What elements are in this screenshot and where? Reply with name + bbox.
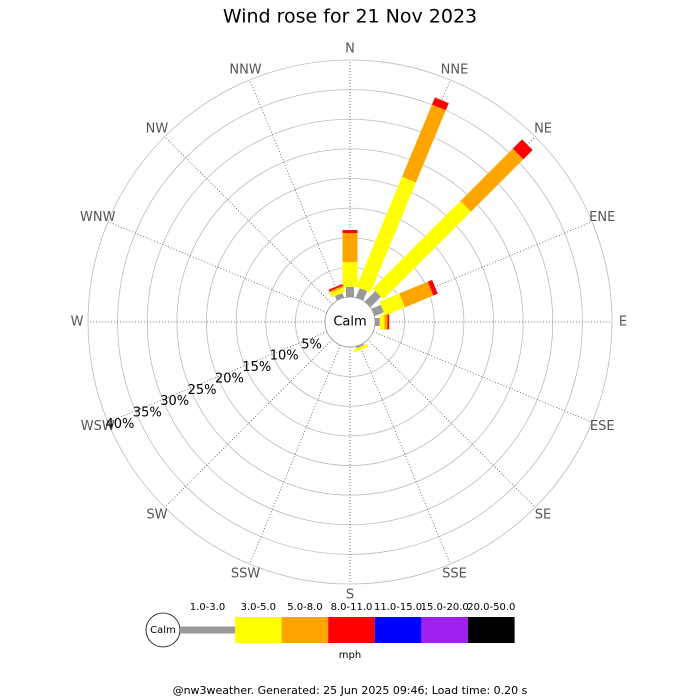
direction-label: WNW [80,210,116,225]
bar-segment [460,148,524,212]
spoke [164,136,333,305]
r-tick-label: 30% [160,394,189,409]
direction-label: W [71,315,84,330]
bar-segment [387,314,390,330]
direction-label: ENE [589,210,615,225]
bar-segment [353,343,369,353]
direction-label: NW [146,121,169,136]
bar-segment [375,318,380,326]
bar-segment [512,139,533,160]
spoke [372,331,593,423]
r-tick-label: 35% [133,405,162,420]
legend-label: 5.0-8.0 [287,602,322,613]
bar-segment [334,292,345,301]
legend-label: 3.0-5.0 [241,602,276,613]
r-tick-label: 25% [188,383,217,398]
direction-label: ESE [590,419,615,434]
spoke [367,339,536,508]
bar-segment [329,285,344,294]
r-tick-label: 40% [105,417,134,432]
legend-label: 8.0-11.0 [331,602,373,613]
spoke [164,339,333,508]
legend-label: 11.0-15.0 [374,602,422,613]
spoke [359,344,451,565]
direction-label: E [619,315,627,330]
direction-label: SW [146,508,167,523]
bar-segment [364,291,381,308]
bar-segment [431,97,449,111]
bar-segment [379,293,405,316]
bar-segment [329,287,346,298]
bar-segment [356,176,416,293]
calm-circle [324,296,376,348]
grid-ring [235,207,465,437]
direction-label: NNE [441,62,469,77]
legend-swatch [421,617,468,643]
footer: @nw3weather. Generated: 25 Jun 2025 09:4… [173,684,528,697]
bar-segment [342,233,358,263]
bar-segment [328,283,344,292]
direction-label: N [345,42,355,57]
direction-label: WSW [81,419,115,434]
direction-label: NE [534,121,552,136]
bar-segment [342,230,358,234]
bar-segment [379,314,385,330]
direction-label: S [346,588,354,603]
direction-label: SSW [231,567,261,582]
legend-swatch [374,617,422,643]
direction-label: SE [535,508,551,523]
bar-segment [427,279,438,296]
r-tick-label: 10% [270,349,299,364]
r-tick-label: 20% [215,371,244,386]
grid-ring [87,59,613,585]
bar-segment [355,343,364,349]
bar-segment [402,104,446,183]
r-tick-label: 15% [242,360,271,375]
calm-label: Calm [333,315,366,330]
chart-title: Wind rose for 21 Nov 2023 [223,6,477,28]
legend-calm-label: Calm [150,625,176,636]
bar-segment [384,314,388,330]
legend-label: 20.0-50.0 [467,602,515,613]
grid-ring [176,148,524,496]
legend-swatch [281,617,329,643]
bar-segment [346,286,354,297]
grid-ring [206,178,494,466]
legend-swatch [180,626,235,634]
bar-segment [355,288,368,301]
bar-segment [371,304,384,317]
direction-label: NNW [229,62,261,77]
legend-swatch [235,617,282,643]
unit-label: mph [339,650,361,661]
bar-segment [399,281,434,308]
spoke [107,331,328,423]
spoke [249,344,341,565]
bar-segment [372,200,472,300]
direction-label: SSE [442,567,467,582]
spoke [249,79,341,300]
r-tick-label: 5% [301,337,322,352]
bar-segment [342,262,358,287]
legend-swatch [468,617,515,643]
legend-label: 1.0-3.0 [190,602,225,613]
legend-swatch [328,617,375,643]
spoke [107,221,328,313]
legend-label: 15.0-20.0 [421,602,469,613]
